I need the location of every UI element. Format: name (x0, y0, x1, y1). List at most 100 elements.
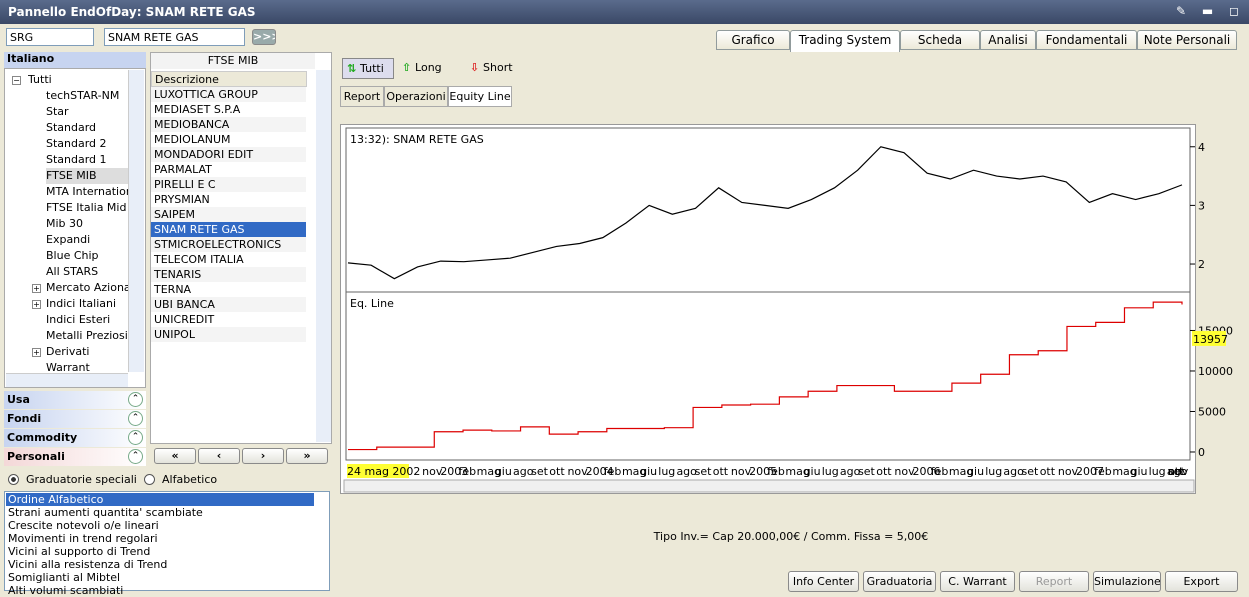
title-bar: Pannello EndOfDay: SNAM RETE GAS (0, 0, 1249, 24)
list-item[interactable]: SAIPEM (151, 207, 306, 222)
tree-item[interactable]: All STARS (46, 265, 99, 278)
tree-item[interactable]: Expandi (46, 233, 91, 246)
action-button[interactable]: Info Center (788, 571, 859, 592)
ranking-item[interactable]: Strani aumenti quantita' scambiate (8, 506, 203, 519)
tree-item[interactable]: Mercato Azionari (46, 281, 128, 294)
list-item[interactable]: TERNA (154, 283, 192, 296)
tab[interactable]: Grafico (716, 30, 790, 50)
collapse-button[interactable]: ⌃ (128, 449, 143, 464)
toolbar-button[interactable]: ⇧ Long (402, 61, 442, 74)
tree-item[interactable]: Standard 1 (46, 153, 107, 166)
toolbar-label: Short (483, 61, 513, 74)
ranking-item[interactable]: Ordine Alfabetico (6, 493, 314, 506)
ranking-item[interactable]: Vicini alla resistenza di Trend (8, 558, 168, 571)
radio[interactable] (8, 474, 19, 485)
tree-item[interactable]: techSTAR-NM (46, 89, 120, 102)
window-title: Pannello EndOfDay: SNAM RETE GAS (8, 5, 256, 19)
collapse-button[interactable]: ⌃ (128, 411, 143, 426)
tree-item[interactable]: Indici Italiani (46, 297, 117, 310)
section-header[interactable]: Commodity (4, 429, 146, 447)
section-header[interactable]: Fondi (4, 410, 146, 428)
tree-item[interactable]: Blue Chip (46, 249, 99, 262)
nav-button[interactable]: » (286, 448, 328, 464)
ranking-item[interactable]: Alti volumi scambiati (8, 584, 124, 597)
hscrollbar (6, 373, 128, 387)
tab[interactable]: Trading System (790, 30, 900, 52)
list-item[interactable]: TELECOM ITALIA (154, 253, 244, 266)
subtab[interactable]: Operazioni (384, 86, 448, 107)
scrollbar (316, 70, 331, 442)
y-tick-label: 10000 (1198, 365, 1233, 378)
ranking-item[interactable]: Vicini al supporto di Trend (8, 545, 151, 558)
toolbar-button[interactable]: ⇅ Tutti (342, 58, 394, 79)
nav-button[interactable]: « (154, 448, 196, 464)
list-item[interactable]: PRYSMIAN (154, 193, 210, 206)
expander[interactable]: + (32, 300, 41, 309)
tree-item[interactable]: Mib 30 (46, 217, 84, 230)
list-item[interactable]: UBI BANCA (151, 297, 306, 312)
tree-item[interactable]: FTSE MIB (46, 168, 128, 184)
list-item[interactable]: MONDADORI EDIT (151, 147, 306, 162)
list-item[interactable]: MEDIASET S.P.A (154, 103, 241, 116)
list-item[interactable]: UNICREDIT (154, 313, 215, 326)
action-button[interactable]: C. Warrant (940, 571, 1015, 592)
collapse-button[interactable]: ⌃ (128, 392, 143, 407)
toolbar-button[interactable]: ⇩ Short (470, 61, 513, 74)
list-item[interactable]: UNIPOL (151, 327, 306, 342)
tree-item[interactable]: Indici Esteri (46, 313, 111, 326)
expander[interactable]: + (32, 284, 41, 293)
chart-area (340, 124, 1196, 494)
ranking-item[interactable]: Crescite notevoli o/e lineari (8, 519, 159, 532)
y-tick-label: 5000 (1198, 405, 1226, 418)
list-item[interactable]: MEDIOBANCA (151, 117, 306, 132)
scrollbar (128, 70, 144, 372)
window-controls[interactable]: ✎ ▬ ◻ ✕ (1176, 4, 1242, 18)
tab[interactable]: Scheda (900, 30, 980, 50)
annotation: 13957 (1193, 333, 1228, 346)
radio-label[interactable]: Alfabetico (162, 473, 218, 486)
tree-item[interactable]: Star (46, 105, 69, 118)
tree-item[interactable]: Derivati (46, 345, 90, 358)
annotation-bg (1192, 330, 1226, 346)
nav-button[interactable]: › (242, 448, 284, 464)
tree-item[interactable]: FTSE Italia Mid C (46, 201, 128, 214)
subtab[interactable]: Equity Line (448, 86, 512, 107)
section-header[interactable]: Usa (4, 391, 146, 409)
list-item[interactable]: STMICROELECTRONICS (151, 237, 306, 252)
list-item[interactable]: SNAM RETE GAS (151, 222, 306, 237)
section-header[interactable]: Personali (4, 448, 146, 466)
tree-item[interactable]: Metalli Preziosi (46, 329, 128, 342)
tab[interactable]: Fondamentali (1036, 30, 1137, 50)
tree-item[interactable]: Standard (46, 121, 97, 134)
code-input[interactable]: SRG (6, 28, 94, 46)
tab[interactable]: Note Personali (1137, 30, 1237, 50)
tree-item[interactable]: Tutti (28, 73, 52, 86)
name-input[interactable]: SNAM RETE GAS (104, 28, 245, 46)
action-button[interactable]: Export (1165, 571, 1238, 592)
tree-item[interactable]: MTA Internationa (46, 185, 128, 198)
ranking-item[interactable]: Movimenti in trend regolari (8, 532, 158, 545)
expander[interactable]: + (32, 348, 41, 357)
radio[interactable] (144, 474, 155, 485)
ranking-item[interactable]: Somiglianti al Mibtel (8, 571, 121, 584)
tree-item[interactable]: Standard 2 (46, 137, 107, 150)
expander[interactable]: − (12, 76, 21, 85)
toolbar-label: Long (415, 61, 442, 74)
tree-panel (4, 68, 146, 388)
list-item[interactable]: PIRELLI E C (151, 177, 306, 192)
nav-button[interactable]: ‹ (198, 448, 240, 464)
collapse-button[interactable]: ⌃ (128, 430, 143, 445)
list-item[interactable]: PARMALAT (154, 163, 212, 176)
radio-label[interactable]: Graduatorie speciali (26, 473, 137, 486)
tab[interactable]: Analisi (980, 30, 1036, 50)
list-item[interactable]: LUXOTTICA GROUP (151, 87, 306, 102)
subtab[interactable]: Report (340, 86, 384, 107)
list-item[interactable]: MEDIOLANUM (154, 133, 231, 146)
y-tick-label: 15000 (1198, 324, 1233, 337)
go-button[interactable]: >>> (252, 29, 276, 45)
y-tick-label: 0 (1198, 446, 1205, 459)
tree-item[interactable]: Warrant (46, 361, 90, 374)
list-item[interactable]: TENARIS (151, 267, 306, 282)
action-button[interactable]: Simulazione (1093, 571, 1161, 592)
action-button[interactable]: Graduatoria (863, 571, 936, 592)
